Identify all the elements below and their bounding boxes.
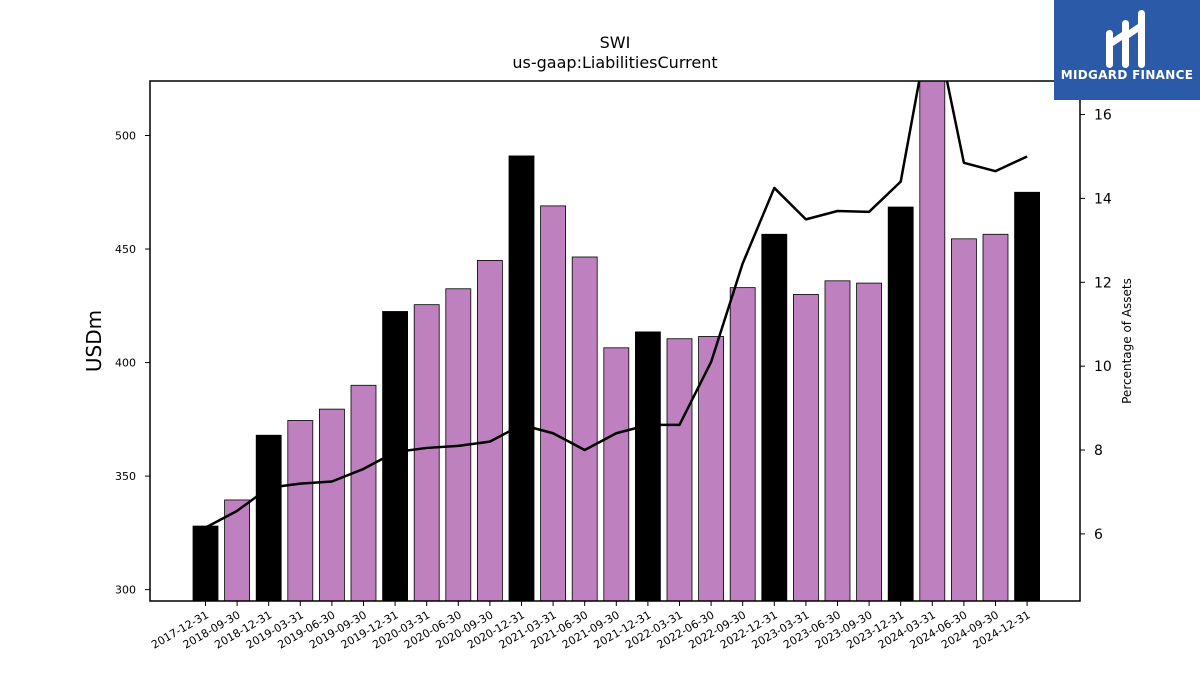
bar bbox=[761, 233, 788, 601]
bar bbox=[318, 408, 345, 601]
bar bbox=[192, 525, 219, 601]
y2-tick-label: 12 bbox=[1094, 275, 1112, 291]
y-tick-label: 300 bbox=[115, 584, 136, 597]
bar bbox=[1014, 191, 1040, 601]
bar bbox=[540, 205, 566, 601]
chart-subtitle: us-gaap:LiabilitiesCurrent bbox=[512, 53, 717, 72]
bar bbox=[508, 155, 535, 601]
bar bbox=[603, 347, 630, 601]
bar bbox=[887, 206, 914, 601]
bar bbox=[666, 338, 693, 601]
y2-tick-label: 8 bbox=[1094, 443, 1103, 459]
brand-logo: MIDGARD FINANCE bbox=[1054, 0, 1200, 100]
y-tick-label: 350 bbox=[115, 470, 136, 483]
bar bbox=[698, 336, 724, 601]
bar bbox=[287, 420, 314, 601]
bar bbox=[951, 238, 977, 601]
bar bbox=[571, 256, 598, 601]
brand-name: MIDGARD FINANCE bbox=[1060, 68, 1194, 82]
axes-frame bbox=[149, 80, 1081, 602]
bar bbox=[919, 81, 946, 601]
bar bbox=[793, 294, 819, 601]
plot-area: 30035040045050068101214162017-12-312018-… bbox=[115, 80, 1112, 652]
y2-axis-label: Percentage of Assets bbox=[1120, 278, 1134, 404]
bar bbox=[476, 259, 503, 601]
y-tick-label: 400 bbox=[115, 357, 136, 370]
y-tick-label: 450 bbox=[115, 243, 136, 256]
bar bbox=[635, 331, 661, 601]
bar bbox=[729, 287, 756, 601]
bar bbox=[413, 304, 440, 601]
bar bbox=[350, 384, 377, 601]
y2-tick-label: 16 bbox=[1094, 108, 1112, 124]
bar bbox=[224, 499, 251, 601]
y-axis-label: USDm bbox=[82, 310, 106, 372]
y2-tick-label: 6 bbox=[1094, 527, 1103, 543]
bar bbox=[982, 233, 1009, 601]
bar bbox=[824, 280, 851, 601]
midgard-logo-icon bbox=[1106, 10, 1145, 68]
bar bbox=[255, 434, 282, 601]
y-tick-label: 500 bbox=[115, 129, 136, 142]
y2-tick-label: 10 bbox=[1094, 359, 1112, 375]
y2-tick-label: 14 bbox=[1094, 191, 1112, 207]
bar bbox=[856, 282, 882, 601]
chart-title: SWI bbox=[600, 33, 631, 52]
line-series bbox=[204, 81, 1028, 529]
